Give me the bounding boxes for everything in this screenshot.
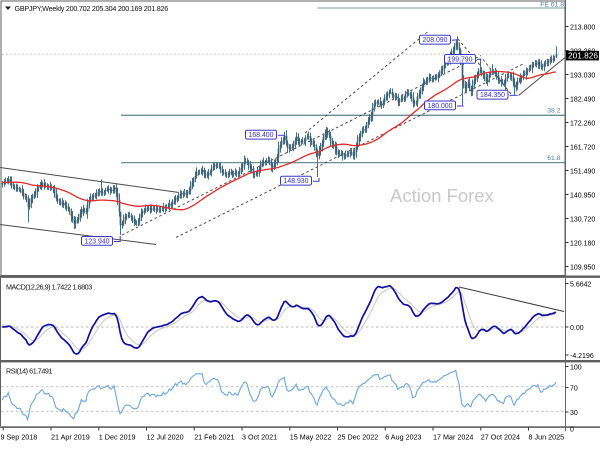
svg-text:3 Oct 2021: 3 Oct 2021	[242, 433, 277, 442]
svg-text:-4.2196: -4.2196	[570, 353, 594, 360]
svg-text:201.826: 201.826	[568, 50, 598, 60]
svg-text:9 Sep 2018: 9 Sep 2018	[1, 433, 38, 442]
svg-text:RSI(14) 61.7491: RSI(14) 61.7491	[6, 367, 52, 376]
svg-text:120.180: 120.180	[570, 240, 595, 247]
svg-text:25 Dec 2022: 25 Dec 2022	[338, 433, 379, 442]
svg-text:109.950: 109.950	[570, 264, 595, 271]
svg-text:161.720: 161.720	[570, 144, 595, 151]
svg-text:184.350: 184.350	[480, 92, 505, 99]
svg-text:168.400: 168.400	[249, 132, 274, 139]
svg-text:0: 0	[570, 426, 574, 433]
svg-text:27 Oct 2024: 27 Oct 2024	[481, 433, 520, 442]
svg-text:21 Feb 2021: 21 Feb 2021	[194, 433, 234, 442]
svg-text:MACD(12,26,9) 1.7422 1.6803: MACD(12,26,9) 1.7422 1.6803	[6, 282, 92, 291]
svg-text:30: 30	[570, 410, 578, 417]
svg-text:6 Aug 2023: 6 Aug 2023	[385, 433, 421, 442]
svg-text:100: 100	[570, 364, 582, 371]
svg-text:182.490: 182.490	[570, 96, 595, 103]
svg-text:172.260: 172.260	[570, 120, 595, 127]
svg-text:193.030: 193.030	[570, 72, 595, 79]
svg-text:199.790: 199.790	[448, 56, 473, 63]
svg-text:140.950: 140.950	[570, 192, 595, 199]
svg-text:61.8: 61.8	[547, 155, 560, 162]
svg-text:70: 70	[570, 385, 578, 392]
svg-text:213.800: 213.800	[570, 24, 595, 31]
svg-text:130.720: 130.720	[570, 216, 595, 223]
svg-text:5.6642: 5.6642	[570, 281, 592, 288]
svg-text:1 Dec 2019: 1 Dec 2019	[99, 433, 136, 442]
svg-text:GBPJPY,Weekly 200.702 205.304: GBPJPY,Weekly 200.702 205.304 200.169 20…	[15, 4, 169, 13]
svg-text:FE 61.8: FE 61.8	[540, 1, 564, 8]
svg-text:15 May 2022: 15 May 2022	[290, 433, 332, 442]
svg-text:208.090: 208.090	[423, 37, 448, 44]
svg-text:123.940: 123.940	[85, 238, 110, 245]
svg-text:151.490: 151.490	[570, 168, 595, 175]
svg-text:17 Mar 2024: 17 Mar 2024	[433, 433, 473, 442]
svg-text:148.930: 148.930	[284, 178, 309, 185]
svg-text:12 Jul 2020: 12 Jul 2020	[147, 433, 184, 442]
svg-text:Action Forex: Action Forex	[390, 185, 495, 206]
svg-text:8 Jun 2025: 8 Jun 2025	[529, 433, 565, 442]
svg-text:38.2: 38.2	[547, 108, 560, 115]
svg-text:180.000: 180.000	[428, 103, 453, 110]
svg-text:21 Apr 2019: 21 Apr 2019	[51, 433, 90, 442]
svg-text:0.00: 0.00	[570, 325, 584, 332]
